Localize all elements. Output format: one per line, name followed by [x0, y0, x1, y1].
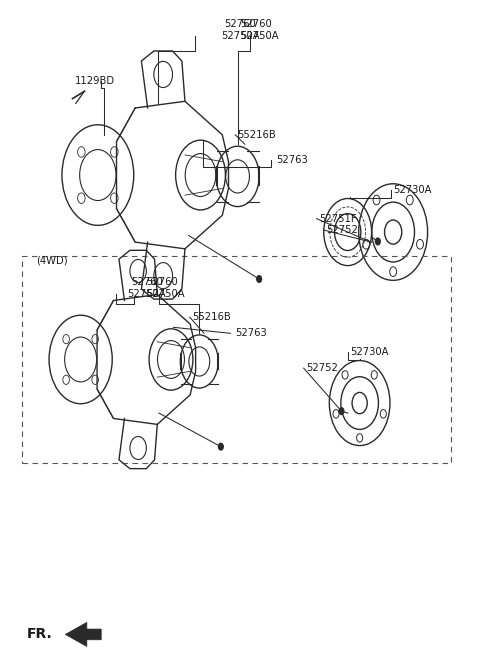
Text: 55216B: 55216B [192, 312, 231, 322]
Text: 55216B: 55216B [238, 130, 276, 140]
Text: 52763: 52763 [276, 155, 308, 165]
Circle shape [375, 238, 380, 245]
Text: 52760: 52760 [224, 19, 256, 29]
Text: 52752: 52752 [326, 225, 358, 235]
Text: 52750A: 52750A [240, 30, 278, 40]
Text: 52730A: 52730A [393, 185, 432, 195]
Circle shape [218, 444, 223, 450]
Text: 52760: 52760 [147, 278, 179, 288]
Text: 52750A: 52750A [221, 30, 259, 40]
Text: 52760: 52760 [131, 278, 163, 288]
Polygon shape [65, 622, 101, 646]
Text: 52750A: 52750A [127, 289, 166, 299]
Text: 52752: 52752 [306, 363, 338, 373]
Text: 52751F: 52751F [319, 214, 357, 224]
Circle shape [339, 408, 344, 415]
Text: 52750A: 52750A [147, 289, 185, 299]
Text: 1129BD: 1129BD [75, 76, 115, 86]
Text: 52730A: 52730A [350, 347, 389, 357]
Text: 52760: 52760 [240, 19, 272, 29]
Text: FR.: FR. [27, 628, 53, 641]
Circle shape [257, 276, 262, 282]
Text: (4WD): (4WD) [36, 256, 68, 266]
Text: 52763: 52763 [235, 329, 267, 338]
